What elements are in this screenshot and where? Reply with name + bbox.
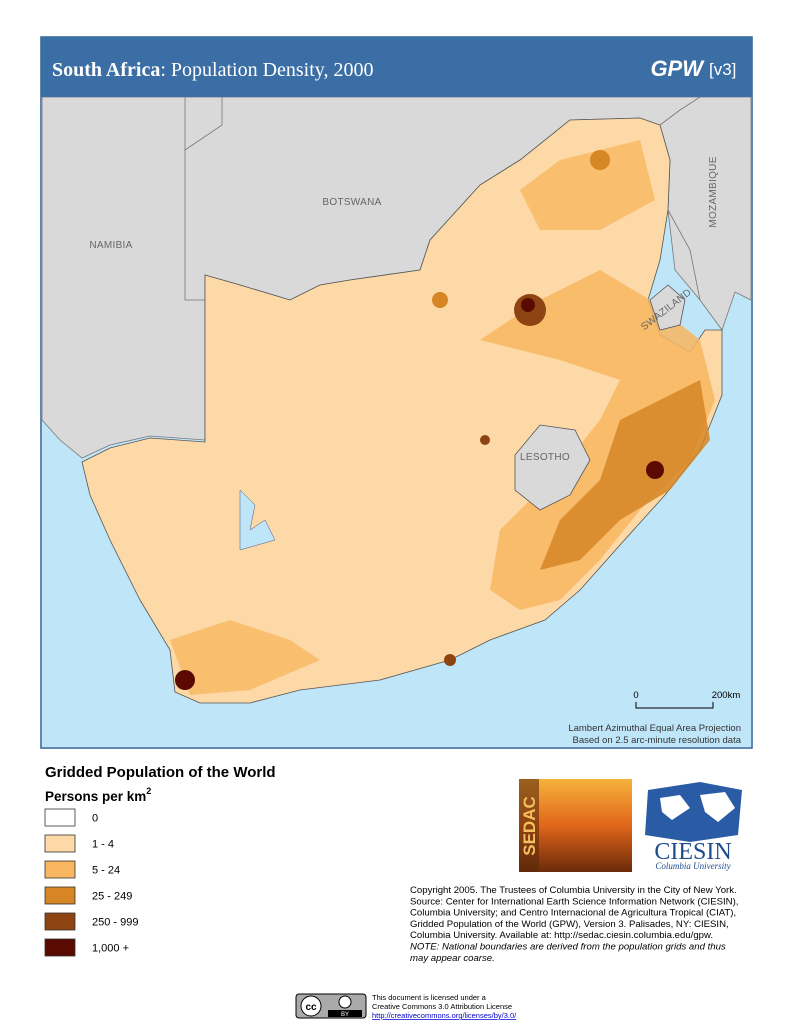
density-area — [432, 292, 448, 308]
legend: 0 1 - 4 5 - 24 25 - 249 250 - 999 1,000 + — [44, 808, 138, 957]
cc-by-icon — [338, 995, 352, 1009]
title: South Africa — [52, 59, 160, 81]
cc-text: cc — [305, 1002, 317, 1013]
legend-swatch — [44, 834, 76, 853]
header-title: South Africa: Population Density, 2000 — [52, 59, 374, 81]
legend-swatch — [44, 938, 76, 957]
ciesin-text: CIESIN — [654, 839, 731, 865]
legend-label: 250 - 999 — [92, 917, 138, 929]
sedac-strip — [519, 779, 539, 872]
copyright-line: Copyright 2005. The Trustees of Columbia… — [410, 885, 737, 896]
country-label: BOTSWANA — [322, 197, 381, 208]
cc-by: BY — [341, 1012, 349, 1018]
legend-label: 5 - 24 — [92, 865, 120, 877]
copyright-line: Gridded Population of the World (GPW), V… — [410, 919, 729, 930]
legend-label: 1 - 4 — [92, 839, 114, 851]
density-area — [480, 270, 715, 610]
copyright-line: Columbia University; and Centro Internac… — [410, 908, 736, 919]
ciesin-continents — [660, 792, 735, 822]
sedac-text: SEDAC — [520, 796, 539, 856]
swaziland — [649, 284, 686, 331]
border — [659, 97, 701, 301]
copyright: Copyright 2005. The Trustees of Columbia… — [410, 885, 738, 964]
border — [184, 97, 223, 301]
country-label: LESOTHO — [520, 452, 570, 463]
density-area — [175, 670, 195, 690]
legend-swatch — [44, 860, 76, 879]
density-area — [170, 620, 320, 695]
license-link[interactable]: http://creativecommons.org/licenses/by/3… — [372, 1011, 517, 1020]
projection: Lambert Azimuthal Equal Area Projection — [568, 723, 741, 734]
legend-swatch — [44, 886, 76, 905]
header-band — [41, 37, 752, 97]
legend-title: Gridded Population of the World — [45, 764, 276, 781]
density-area — [520, 140, 655, 230]
legend-label: 1,000 + — [92, 943, 129, 955]
legend-label: 0 — [92, 813, 98, 825]
note-line: NOTE: National boundaries are derived fr… — [410, 942, 726, 953]
cc-by-bar — [328, 1010, 362, 1017]
density-area — [521, 298, 535, 312]
density-area — [540, 380, 710, 570]
density-area — [590, 150, 610, 170]
density-area — [646, 461, 664, 479]
unit-superscript: 2 — [146, 786, 151, 796]
country-label: NAMIBIA — [89, 240, 132, 251]
cc-circle — [300, 995, 322, 1017]
copyright-line: Source: Center for International Earth S… — [410, 896, 738, 907]
license-line: Creative Commons 3.0 Attribution License — [372, 1002, 512, 1011]
resolution: Based on 2.5 arc-minute resolution data — [573, 735, 742, 746]
scale-bar — [635, 702, 714, 709]
density-area — [444, 654, 456, 666]
scale-label: 0 — [633, 690, 638, 701]
map: NAMIBIA BOTSWANA MOZAMBIQUE SWAZILAND LE… — [42, 97, 751, 747]
version: [v3] — [709, 60, 736, 79]
legend-swatch — [44, 912, 76, 931]
legend-label: 25 - 249 — [92, 891, 132, 903]
note-line: may appear coarse. — [410, 953, 495, 964]
lesotho — [514, 424, 591, 511]
salt-pan — [239, 489, 276, 551]
license-line: This document is licensed under a — [372, 993, 487, 1002]
scale-label: 200km — [712, 690, 741, 701]
density-area — [480, 435, 490, 445]
brand: GPW — [650, 56, 705, 81]
copyright-line: Columbia University. Available at: http:… — [410, 930, 713, 941]
legend-swatch — [44, 808, 76, 827]
unit: Persons per km — [45, 789, 146, 804]
legend-unit: Persons per km2 — [45, 786, 151, 804]
subtitle: : Population Density, 2000 — [160, 59, 373, 81]
ciesin-subtitle: Columbia University — [655, 861, 730, 871]
country-label: MOZAMBIQUE — [708, 156, 719, 227]
